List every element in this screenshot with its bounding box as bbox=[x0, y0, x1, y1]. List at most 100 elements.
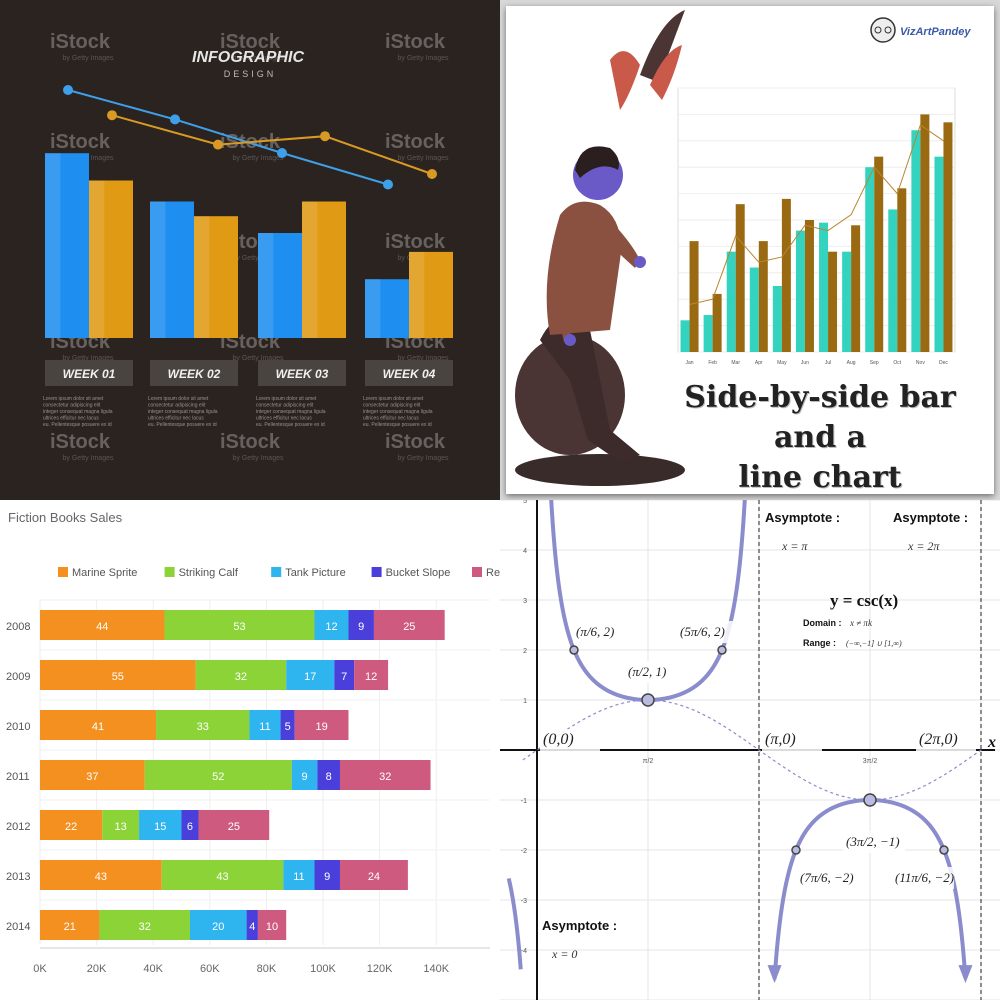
fiction-sales-panel: Fiction Books Sales Marine Sprite Strikin… bbox=[0, 500, 500, 1000]
stack-segment bbox=[373, 610, 445, 640]
point-label: (3π/2, −1) bbox=[846, 834, 900, 849]
stack-segment bbox=[40, 610, 165, 640]
side-by-side-title-line2: line chart bbox=[738, 460, 902, 495]
month-bar bbox=[865, 167, 875, 352]
segment-value: 32 bbox=[235, 671, 247, 683]
y-tick-label: 3 bbox=[523, 598, 527, 605]
legend-swatch bbox=[371, 567, 382, 577]
week-label: WEEK 03 bbox=[276, 367, 329, 381]
stack-segment bbox=[314, 610, 349, 640]
watermark: iStock bbox=[50, 431, 111, 453]
segment-value: 20 bbox=[212, 921, 224, 933]
asymptote-eq: x = π bbox=[781, 539, 808, 553]
year-label: 2010 bbox=[6, 721, 30, 733]
year-label: 2011 bbox=[6, 771, 30, 783]
range-value: (−∞,−1] ∪ [1,∞) bbox=[846, 639, 902, 648]
trend-point bbox=[320, 131, 330, 142]
stack-segment bbox=[249, 710, 281, 740]
stack-segment bbox=[156, 710, 250, 740]
csc-branch-left bbox=[506, 877, 523, 970]
point-label-bg bbox=[625, 661, 687, 683]
range-label: Range : bbox=[803, 638, 836, 648]
segment-value: 25 bbox=[403, 621, 415, 633]
infographic-subtitle: DESIGN bbox=[224, 69, 277, 79]
legend-label: Striking Calf bbox=[179, 567, 239, 579]
week-body-text: Lorem ipsum dolor sit amet consectetur ad… bbox=[363, 396, 433, 428]
month-bar bbox=[920, 114, 930, 353]
trend-point bbox=[107, 110, 117, 121]
watermark-sub: by Getty Images bbox=[233, 455, 284, 462]
month-bar bbox=[804, 220, 814, 352]
bar-gold bbox=[194, 216, 238, 338]
infographic-chart: INFOGRAPHIC DESIGN iStock by Getty Images… bbox=[43, 31, 453, 462]
year-label: 2014 bbox=[6, 921, 30, 933]
watermark: iStock bbox=[50, 31, 111, 53]
stack-segment bbox=[102, 810, 140, 840]
segment-value: 10 bbox=[266, 921, 278, 933]
segment-value: 41 bbox=[92, 721, 104, 733]
month-label: Aug bbox=[847, 360, 856, 366]
csc-point bbox=[791, 845, 801, 855]
stack-segment bbox=[99, 910, 190, 940]
bar-shine bbox=[258, 233, 274, 338]
side-by-side-panel: VizArtPandey Jan Feb Mar Apr May Jun Jul Aug Sep… bbox=[500, 0, 1000, 500]
month-bar bbox=[781, 198, 791, 352]
stack-segment bbox=[144, 760, 292, 790]
week-body-text: Lorem ipsum dolor sit amet consectetur ad… bbox=[148, 396, 218, 428]
stack-segment bbox=[314, 860, 340, 890]
legend-swatch bbox=[472, 567, 482, 577]
week-label: WEEK 01 bbox=[63, 367, 116, 381]
y-tick-label: -3 bbox=[521, 898, 527, 905]
x-tick-label: 140K bbox=[423, 963, 449, 975]
segment-value: 24 bbox=[368, 871, 380, 883]
segment-value: 55 bbox=[112, 671, 124, 683]
stack-segment bbox=[283, 860, 315, 890]
legend-label: Marine Sprite bbox=[72, 567, 137, 579]
trend-point bbox=[170, 114, 180, 125]
week-label: WEEK 04 bbox=[383, 367, 436, 381]
watermark: iStock bbox=[220, 431, 281, 453]
point-label-bg bbox=[762, 729, 822, 751]
segment-value: 25 bbox=[228, 821, 240, 833]
segment-value: 13 bbox=[115, 821, 127, 833]
week-label-bg bbox=[258, 360, 346, 386]
bar-shine bbox=[45, 153, 61, 338]
watermark: iStock bbox=[385, 131, 446, 153]
infographic-title: INFOGRAPHIC bbox=[192, 49, 304, 66]
week-label-bg bbox=[45, 360, 133, 386]
watermark: iStock bbox=[220, 31, 281, 53]
point-label: (7π/6, −2) bbox=[800, 870, 854, 885]
segment-value: 11 bbox=[259, 721, 270, 733]
month-bar bbox=[934, 156, 944, 352]
brand-name: VizArtPandey bbox=[900, 26, 971, 38]
watermark: iStock bbox=[50, 131, 111, 153]
month-label: Feb bbox=[708, 360, 717, 366]
asymptote-label: Asymptote : bbox=[765, 510, 840, 525]
side-by-side-title-line1: Side-by-side bar and a bbox=[684, 380, 956, 455]
side-by-side-chart: VizArtPandey Jan Feb Mar Apr May Jun Jul Aug Sep… bbox=[515, 10, 971, 486]
function-title: y = csc(x) bbox=[830, 591, 898, 610]
infographic-panel: INFOGRAPHIC DESIGN iStock by Getty Images… bbox=[0, 0, 500, 500]
legend-swatch bbox=[164, 567, 175, 577]
arrowhead bbox=[958, 965, 973, 984]
stack-segment bbox=[40, 810, 103, 840]
bar-blue bbox=[365, 279, 409, 338]
watermark-sub: by Getty Images bbox=[233, 155, 284, 162]
point-label: (π,0) bbox=[765, 731, 796, 748]
month-bar bbox=[689, 241, 699, 352]
trend-line bbox=[689, 124, 944, 305]
month-bar bbox=[911, 130, 921, 352]
bar-gold bbox=[409, 251, 453, 338]
y-tick-label: -1 bbox=[521, 798, 527, 805]
x-tick-label: 120K bbox=[367, 963, 393, 975]
stack-segment bbox=[354, 660, 389, 690]
month-bar bbox=[758, 241, 768, 352]
stack-segment bbox=[280, 710, 295, 740]
stack-segment bbox=[164, 610, 315, 640]
watermark-sub: by Getty Images bbox=[63, 355, 114, 362]
month-bar bbox=[680, 320, 690, 352]
week-body-text: Lorem ipsum dolor sit amet consectetur ad… bbox=[256, 396, 326, 428]
point-label-bg bbox=[573, 621, 635, 643]
domain-label: Domain : bbox=[803, 618, 842, 628]
month-bar bbox=[703, 315, 713, 352]
